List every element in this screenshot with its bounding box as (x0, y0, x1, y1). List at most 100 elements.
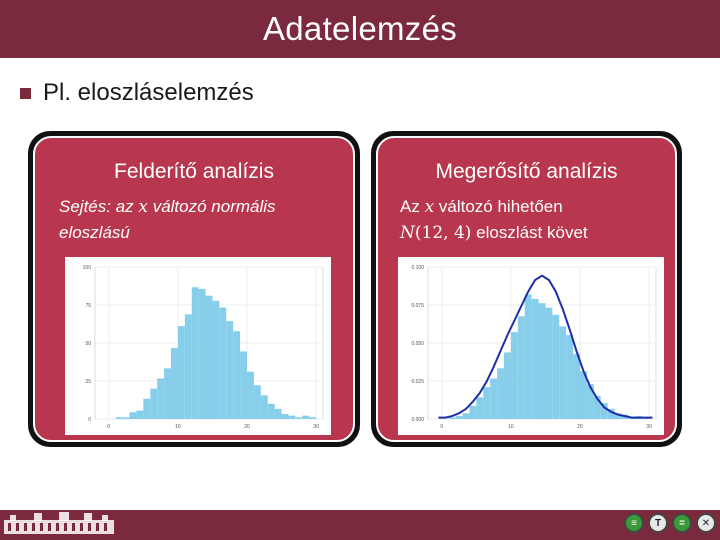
confirmatory-panel-body: Megerősítő analízis Az x változó hihetőe… (376, 136, 677, 442)
histogram-bar-23 (253, 385, 261, 419)
exploratory-desc-line2: eloszlású (59, 223, 130, 242)
histogram-bar-10 (164, 368, 171, 419)
t-letter-icon[interactable]: T (648, 513, 668, 533)
footer-bar: ≡ T = ✕ (0, 510, 720, 540)
density-histogram-bar-3 (448, 417, 456, 419)
density-histogram-bar-27 (614, 413, 622, 419)
green-circle-icon[interactable]: ≡ (624, 513, 644, 533)
histogram-bar-25 (267, 403, 275, 419)
density-histogram-bar-17 (545, 307, 553, 419)
density-histogram-bar-15 (531, 298, 539, 419)
histogram-bar-30 (302, 415, 310, 419)
bullet-square-icon (20, 87, 31, 99)
density-histogram-bar-26 (607, 408, 615, 419)
density-histogram-bar-6 (469, 405, 477, 419)
density-histogram-bar-24 (593, 395, 601, 419)
histogram-ytick-4: 100 (83, 265, 92, 271)
confirmatory-desc-suffix: változó hihetően (434, 197, 563, 216)
histogram-bar-3 (115, 417, 123, 419)
variable-x: x (138, 197, 148, 217)
histogram-bar-28 (288, 415, 296, 419)
histogram-xtick-3: 30 (313, 424, 319, 430)
histogram-bar-20 (233, 331, 241, 419)
histogram-bar-26 (274, 408, 282, 419)
confirmatory-description: Az x változó hihetően N(12, 4) eloszlást… (400, 194, 665, 246)
histogram-bar-13 (184, 314, 192, 419)
density-histogram-bar-21 (573, 353, 580, 419)
density-histogram-ytick-4: 0.100 (411, 265, 424, 271)
histogram-bar-5 (129, 412, 137, 419)
histogram-svg: 0 25 50 75 100 0 10 20 30 (83, 265, 324, 430)
density-histogram-bar-12 (510, 332, 518, 419)
histogram-bar-8 (150, 388, 158, 419)
histogram-bar-31 (309, 417, 317, 419)
density-histogram-svg: 0.000 0.025 0.050 0.075 0.100 0 10 20 30 (411, 265, 657, 430)
density-histogram-ytick-3: 0.075 (411, 303, 424, 309)
histogram-bar-7 (143, 398, 151, 419)
equals-circle-icon[interactable]: = (672, 513, 692, 533)
exploratory-desc-prefix: Sejtés: az (59, 197, 139, 216)
slide-title: Adatelemzés (262, 10, 458, 47)
density-histogram-xtick-1: 10 (508, 424, 514, 430)
histogram-bar-12 (177, 326, 185, 419)
density-histogram-xtick-2: 20 (577, 424, 583, 430)
exploratory-panel-body: Felderítő analízis Sejtés: az x változó … (33, 136, 355, 442)
histogram-bar-21 (240, 351, 247, 419)
histogram-chart: 0 25 50 75 100 0 10 20 30 (65, 257, 331, 435)
confirmatory-heading: Megerősítő analízis (435, 160, 618, 183)
density-histogram-bar-18 (552, 314, 560, 419)
confirmatory-desc-line2: eloszlást követ (471, 223, 588, 242)
density-histogram-bar-4 (455, 416, 463, 419)
histogram-ytick-0: 0 (88, 417, 91, 423)
university-logo-icon (4, 512, 114, 534)
density-histogram-ytick-1: 0.025 (411, 379, 424, 385)
histogram-bar-19 (226, 321, 234, 419)
histogram-ytick-1: 25 (85, 379, 91, 385)
histogram-bar-18 (219, 307, 227, 419)
density-histogram-chart: 0.000 0.025 0.050 0.075 0.100 0 10 20 30 (398, 257, 664, 435)
histogram-bar-15 (198, 288, 206, 419)
density-histogram-bar-23 (586, 384, 594, 419)
histogram-bar-9 (157, 378, 165, 419)
histogram-bar-16 (205, 295, 213, 419)
histogram-bar-14 (191, 287, 199, 419)
bullet-text: Pl. eloszláselemzés (43, 79, 254, 106)
confirmatory-panel: Megerősítő analízis Az x változó hihetőe… (371, 131, 682, 447)
tools-icon[interactable]: ✕ (696, 513, 716, 533)
histogram-bar-24 (260, 395, 268, 419)
variable-x: x (424, 197, 435, 217)
histogram-xtick-0: 0 (107, 424, 110, 430)
histogram-xtick-2: 20 (244, 424, 250, 430)
histogram-bar-4 (122, 417, 130, 419)
density-histogram-bar-14 (524, 294, 532, 419)
normal-dist-symbol: N (400, 223, 415, 243)
density-histogram-xtick-3: 30 (646, 424, 652, 430)
histogram-bar-6 (136, 410, 144, 419)
density-histogram-bar-25 (600, 403, 608, 419)
density-histogram-bar-16 (538, 303, 546, 419)
bullet-item: Pl. eloszláselemzés (20, 76, 254, 110)
density-histogram-bar-22 (580, 371, 587, 419)
histogram-ytick-3: 75 (85, 303, 91, 309)
exploratory-desc-suffix: változó normális (147, 197, 276, 216)
slide-title-bar: Adatelemzés (0, 0, 720, 58)
density-histogram-ytick-2: 0.050 (411, 341, 424, 347)
density-histogram-bar-11 (504, 352, 511, 419)
histogram-bar-27 (281, 413, 289, 419)
density-histogram-density-line (438, 274, 653, 419)
density-histogram-bar-13 (517, 316, 525, 419)
histogram-bar-29 (295, 417, 303, 419)
footer-icon-group: ≡ T = ✕ (624, 513, 716, 533)
confirmatory-desc-prefix: Az (400, 197, 425, 216)
density-histogram-xtick-0: 0 (440, 424, 443, 430)
density-histogram-bar-10 (497, 368, 504, 419)
density-histogram-bar-8 (483, 387, 491, 419)
histogram-bar-17 (212, 300, 220, 419)
histogram-ytick-2: 50 (85, 341, 91, 347)
density-histogram-bar-19 (559, 326, 567, 419)
density-histogram-ytick-0: 0.000 (411, 417, 424, 423)
normal-dist-params: (12, 4) (414, 223, 472, 243)
histogram-xtick-1: 10 (175, 424, 181, 430)
exploratory-panel: Felderítő analízis Sejtés: az x változó … (28, 131, 360, 447)
exploratory-description: Sejtés: az x változó normális eloszlású (59, 194, 343, 245)
